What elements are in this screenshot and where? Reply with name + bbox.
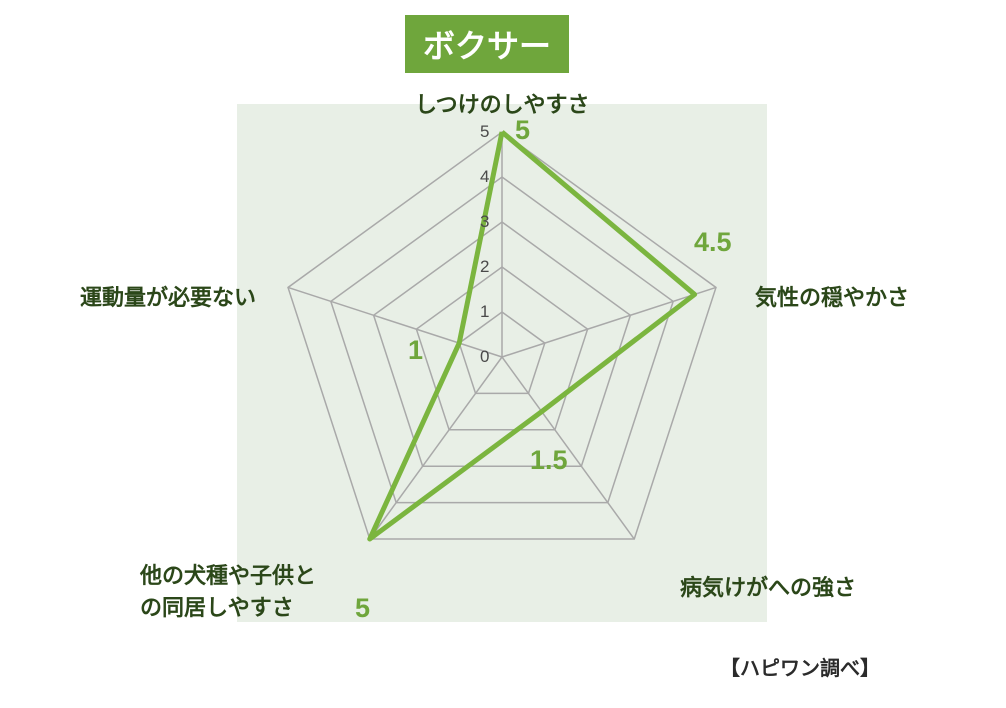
chart-title: ボクサー [405, 15, 569, 73]
value-label: 5 [355, 593, 370, 624]
axis-label: 気性の穏やかさ [755, 280, 909, 312]
tick-label: 2 [480, 257, 489, 277]
tick-label: 5 [480, 122, 489, 142]
value-label: 1.5 [530, 445, 568, 476]
axis-label: 他の犬種や子供と の同居しやすさ [140, 558, 316, 622]
tick-label: 1 [480, 302, 489, 322]
value-label: 4.5 [694, 227, 732, 258]
axis-label: 病気けがへの強さ [680, 570, 856, 602]
value-label: 5 [515, 115, 530, 146]
value-label: 1 [408, 335, 423, 366]
tick-label: 0 [480, 347, 489, 367]
footer-note: 【ハピワン調べ】 [720, 652, 880, 681]
axis-label: 運動量が必要ない [80, 280, 256, 312]
tick-label: 4 [480, 167, 489, 187]
axis-label: しつけのしやすさ [415, 87, 589, 119]
tick-label: 3 [480, 212, 489, 232]
